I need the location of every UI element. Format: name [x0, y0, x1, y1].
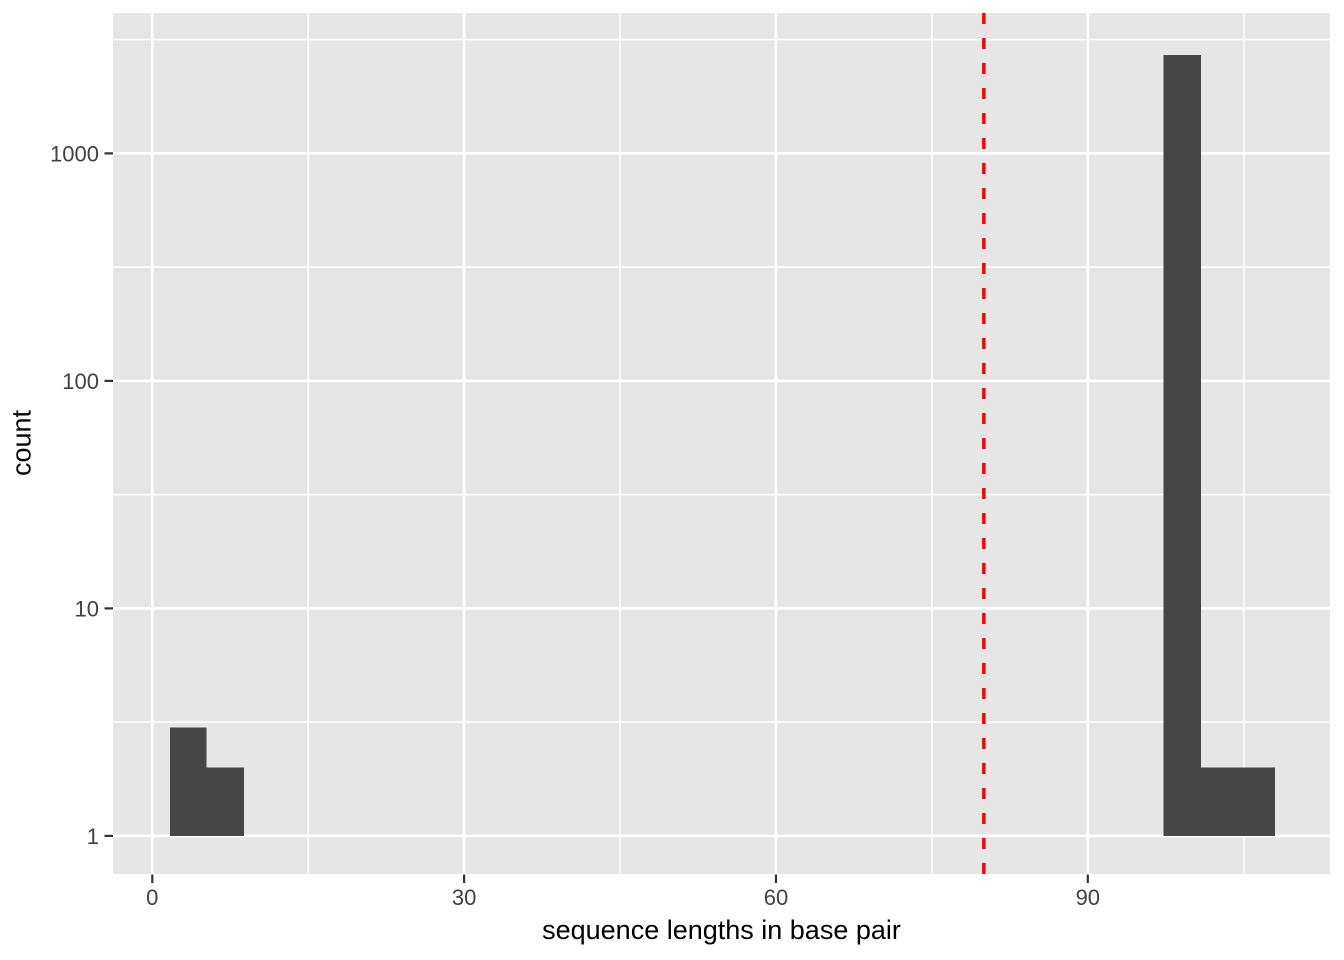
x-tick-label: 90: [1076, 885, 1100, 910]
x-tick-label: 30: [452, 885, 476, 910]
y-tick-label: 1000: [50, 141, 99, 166]
plot-panel: [113, 13, 1330, 874]
histogram-bar: [169, 727, 207, 836]
histogram-bar: [1163, 55, 1202, 836]
y-axis-title: count: [6, 409, 37, 477]
histogram-bar: [1201, 767, 1238, 836]
histogram-bar: [1237, 767, 1275, 836]
y-tick-label: 10: [75, 596, 99, 621]
x-axis-title: sequence lengths in base pair: [542, 915, 901, 945]
y-tick-label: 1: [87, 824, 99, 849]
y-tick-label: 100: [62, 369, 99, 394]
x-tick-label: 0: [146, 885, 158, 910]
x-tick-label: 60: [764, 885, 788, 910]
histogram-bar: [206, 767, 244, 836]
